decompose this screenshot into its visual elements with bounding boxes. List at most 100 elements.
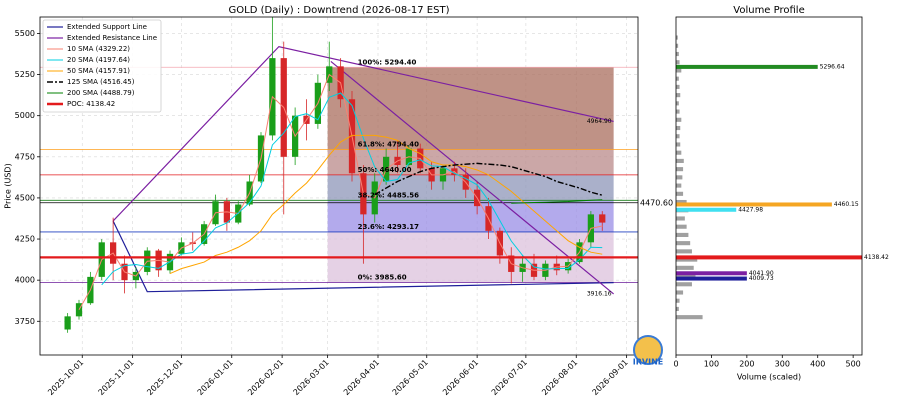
profile-bar [676,60,680,65]
x-tick-label: 300 [775,360,790,369]
profile-bar [676,298,680,303]
trend-value-label: 3916.16 [587,290,612,297]
profile-label: 4427.98 [738,206,763,213]
profile-bar [676,216,685,221]
legend-label: 10 SMA (4329.22) [67,45,130,53]
logo-text: IRVINE [633,358,663,367]
legend-label: 20 SMA (4197.64) [67,56,130,64]
profile-bar [676,224,687,229]
legend-label: Extended Support Line [67,23,147,31]
sma-line [78,73,603,311]
x-tick-label: 2026-05-01 [391,358,430,397]
profile-highlight [676,202,832,207]
legend-label: Extended Resistance Line [67,34,157,42]
sma-line [511,199,603,204]
x-tick-label: 100 [704,360,719,369]
profile-bar [676,175,683,180]
profile-plot [676,35,862,320]
chart-title: GOLD (Daily) : Downtrend (2026-08-17 EST… [229,5,450,16]
x-tick-label: 0 [673,360,678,369]
candle-body [64,316,71,330]
legend-label: 200 SMA (4488.79) [67,89,135,97]
sma-line [169,134,603,275]
profile-label: 4009.73 [749,275,774,282]
x-tick-label: 2025-12-01 [145,358,184,397]
x-tick-label: 200 [739,360,754,369]
fib-label: 100%: 5294.40 [358,58,417,66]
profile-bar [676,232,689,237]
profile-bar [676,199,687,205]
x-tick-label: 2026-04-01 [342,358,381,397]
profile-bar [676,35,678,40]
fib-label: 50%: 4640.00 [358,166,412,174]
y-tick-label: 5250 [15,70,35,79]
profile-bar [676,125,681,131]
profile-bar [676,290,684,295]
fib-label: 61.8%: 4794.40 [358,141,420,149]
fib-zone [327,149,614,175]
profile-bar [676,158,684,163]
y-tick-label: 4500 [15,193,35,202]
profile-label: 4460.15 [834,201,859,208]
legend-label: 125 SMA (4516.45) [67,78,135,86]
profile-label: 5296.64 [820,63,845,70]
x-tick-label: 2026-03-01 [292,358,331,397]
y-tick-label: 5000 [15,111,35,120]
profile-bar [676,183,682,188]
sma-line [101,92,603,286]
profile-bar [676,306,679,312]
fib-zone [327,67,614,150]
profile-bar [676,101,679,106]
sma-line [374,162,603,196]
profile-highlight [676,271,747,276]
profile-bar [676,93,681,98]
trend-line [330,60,615,295]
x-tick-label: 2025-10-01 [46,358,85,397]
profile-bar [676,76,679,81]
logo-badge [633,335,663,365]
legend-label: 50 SMA (4157.91) [67,67,130,75]
x-tick-label: 2026-01-01 [196,358,235,397]
y-tick-label: 4000 [15,276,35,285]
x-tick-label: 2026-08-01 [540,358,579,397]
trend-value-label: 4964.90 [587,118,612,125]
y-tick-label: 5500 [15,29,35,38]
profile-bar [676,142,681,147]
trend-line [112,45,614,222]
x-tick-label: 400 [810,360,825,369]
logo: IRVINE [633,335,663,367]
chart-title: Volume Profile [733,5,804,16]
profile-bar [676,150,682,155]
profile-label: 4138.42 [864,254,889,261]
legend-label: POC: 4138.42 [67,100,115,108]
profile-highlight [676,276,747,281]
y-tick-label: 4250 [15,235,35,244]
level-label: 4470.60 [640,198,673,207]
x-tick-label: 2026-07-01 [490,358,529,397]
profile-bar [676,315,703,320]
profile-highlight [676,64,818,69]
profile-highlight [676,207,737,212]
main-plot [40,17,638,355]
profile-bar [676,257,698,262]
x-tick-label: 500 [846,360,861,369]
profile-bar [676,117,682,122]
fib-label: 0%: 3985.60 [358,274,407,282]
profile-bar [676,134,680,139]
x-tick-label: 2026-09-01 [591,358,630,397]
profile-bar [676,282,692,287]
trend-line [112,220,614,293]
profile-bar [676,68,682,73]
profile-bar [676,191,684,196]
x-tick-label: 2025-11-01 [97,358,136,397]
y-axis-label: Price (USD) [4,163,13,208]
candle-body [599,214,606,223]
y-tick-label: 3750 [15,317,35,326]
y-tick-label: 4750 [15,152,35,161]
x-axis-label: Volume (scaled) [737,373,801,382]
plot-frame [675,16,863,356]
profile-bar [676,265,694,270]
profile-highlight [676,255,862,260]
fib-label: 38.2%: 4485.56 [358,191,420,199]
